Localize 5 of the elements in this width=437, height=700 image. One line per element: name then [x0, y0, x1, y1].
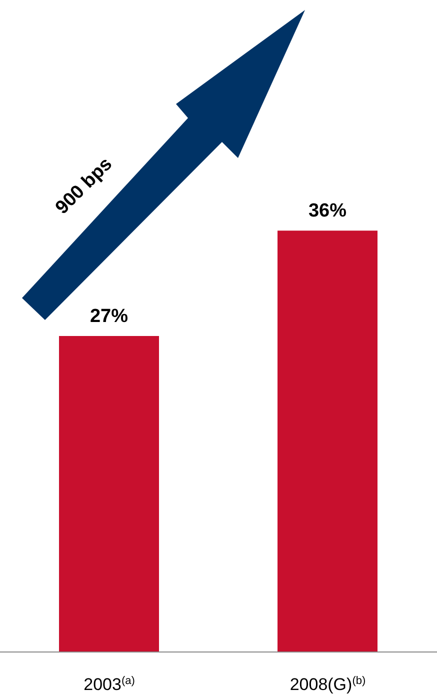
data-label: 27% [90, 306, 128, 327]
x-tick-label: 2008(G)$^{(b)}$ [290, 675, 366, 694]
text: 900 bps [52, 154, 117, 219]
data-label: 36% [308, 200, 347, 222]
x-tick-label: 2003$^{(a)}$ [84, 675, 135, 694]
